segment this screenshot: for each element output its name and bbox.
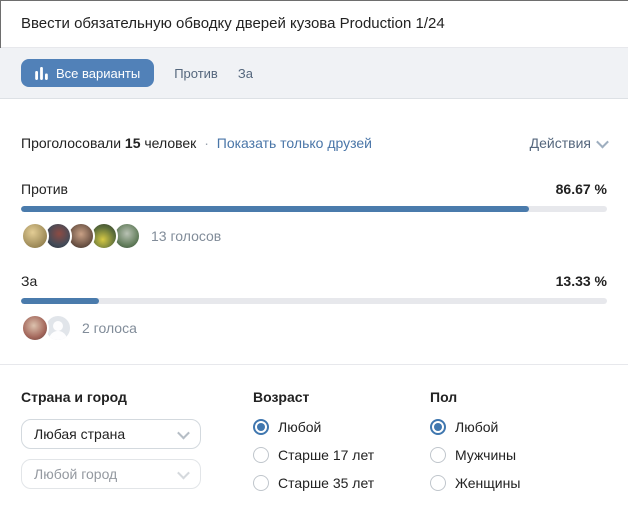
radio-label: Старше 35 лет <box>278 475 375 491</box>
tab-for[interactable]: За <box>237 65 253 81</box>
filter-column-age: Возраст Любой Старше 17 лет Старше 35 ле… <box>253 389 430 491</box>
progress-bar-track <box>21 206 607 212</box>
radio-age-any[interactable]: Любой <box>253 419 430 435</box>
country-select[interactable]: Любая страна <box>21 419 201 449</box>
option-label: Против <box>21 181 68 197</box>
results-content: Проголосовали 15 человек · Показать толь… <box>0 99 628 342</box>
voters-row: 2 голоса <box>21 314 607 342</box>
country-select-value: Любая страна <box>34 426 126 442</box>
radio-button-checked-icon <box>253 419 269 435</box>
result-row-against: Против 86.67 % 13 голосов <box>21 181 607 250</box>
radio-label: Женщины <box>455 475 521 491</box>
chevron-down-icon <box>177 466 190 479</box>
tab-bar: Все варианты Против За <box>0 47 628 99</box>
radio-label: Мужчины <box>455 447 517 463</box>
votes-count: 13 голосов <box>151 228 222 244</box>
progress-bar-fill <box>21 298 100 304</box>
radio-gender-male[interactable]: Мужчины <box>430 447 607 463</box>
bar-chart-icon <box>35 66 48 80</box>
voted-count: 15 <box>124 135 141 151</box>
filter-column-gender: Пол Любой Мужчины Женщины <box>430 389 607 491</box>
tab-all-options[interactable]: Все варианты <box>21 59 155 87</box>
voted-people-label: человек <box>144 135 197 151</box>
radio-button-icon <box>253 475 269 491</box>
voter-avatar[interactable] <box>21 222 49 250</box>
filter-heading-age: Возраст <box>253 389 310 405</box>
separator-dot: · <box>204 135 209 151</box>
voter-avatar[interactable] <box>21 314 49 342</box>
chevron-down-icon <box>177 426 190 439</box>
radio-age-over-17[interactable]: Старше 17 лет <box>253 447 430 463</box>
progress-bar-fill <box>21 206 529 212</box>
city-select-placeholder: Любой город <box>34 466 118 482</box>
actions-dropdown[interactable]: Действия <box>529 135 609 151</box>
filters-section: Страна и город Любая страна Любой город … <box>0 364 628 491</box>
poll-title: Ввести обязательную обводку дверей кузов… <box>21 15 445 32</box>
radio-age-over-35[interactable]: Старше 35 лет <box>253 475 430 491</box>
filter-column-location: Страна и город Любая страна Любой город <box>21 389 253 491</box>
progress-bar-track <box>21 298 607 304</box>
result-row-for: За 13.33 % 2 голоса <box>21 273 607 342</box>
city-select: Любой город <box>21 459 201 489</box>
show-friends-link[interactable]: Показать только друзей <box>216 135 372 151</box>
option-percent: 13.33 % <box>555 273 607 289</box>
radio-label: Любой <box>278 419 322 435</box>
radio-button-icon <box>430 475 446 491</box>
window-edge-left <box>0 0 1 48</box>
votes-count: 2 голоса <box>82 320 137 336</box>
radio-gender-female[interactable]: Женщины <box>430 475 607 491</box>
radio-button-checked-icon <box>430 419 446 435</box>
chevron-down-icon <box>596 135 609 148</box>
voted-label: Проголосовали <box>21 135 122 151</box>
tab-against[interactable]: Против <box>174 65 218 81</box>
poll-header: Ввести обязательную обводку дверей кузов… <box>0 0 628 47</box>
radio-gender-any[interactable]: Любой <box>430 419 607 435</box>
voters-row: 13 голосов <box>21 222 607 250</box>
radio-label: Любой <box>455 419 499 435</box>
option-percent: 86.67 % <box>555 181 607 197</box>
radio-button-icon <box>430 447 446 463</box>
option-label: За <box>21 273 38 289</box>
tab-all-options-label: Все варианты <box>56 65 141 81</box>
filter-heading-location: Страна и город <box>21 389 127 405</box>
radio-label: Старше 17 лет <box>278 447 375 463</box>
voter-avatar-stack[interactable] <box>21 314 72 342</box>
voter-avatar-stack[interactable] <box>21 222 141 250</box>
actions-label: Действия <box>529 135 591 151</box>
window-edge-top <box>0 0 628 1</box>
filter-heading-gender: Пол <box>430 389 458 405</box>
voted-summary: Проголосовали 15 человек · Показать толь… <box>21 135 372 151</box>
radio-button-icon <box>253 447 269 463</box>
summary-row: Проголосовали 15 человек · Показать толь… <box>21 99 609 151</box>
